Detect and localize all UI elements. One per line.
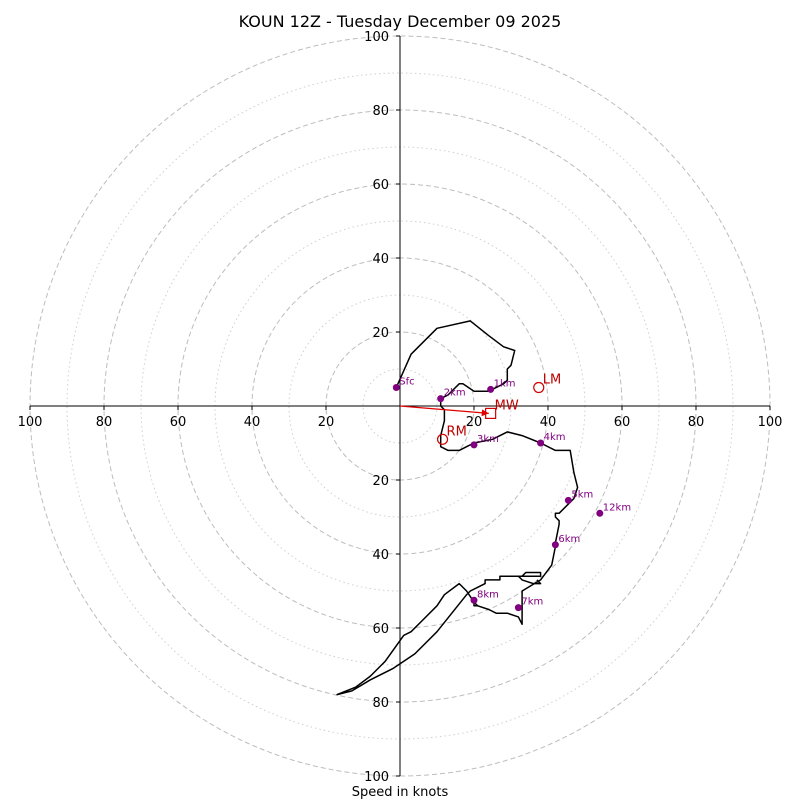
storm-motion-rm-label: RM bbox=[447, 424, 467, 439]
height-label-6km: 6km bbox=[558, 534, 580, 545]
y-tick-label: 60 bbox=[372, 178, 389, 193]
storm-motion-lm-marker bbox=[533, 381, 545, 394]
storm-motion-mw-label: MW bbox=[495, 398, 519, 413]
height-marker-7km bbox=[514, 604, 522, 612]
height-label-8km: 8km bbox=[477, 589, 499, 600]
y-tick-label: 100 bbox=[364, 30, 389, 45]
chart-title: KOUN 12Z - Tuesday December 09 2025 bbox=[239, 12, 562, 31]
x-tick-label: 60 bbox=[170, 415, 187, 430]
y-tick-label: 20 bbox=[372, 474, 389, 489]
height-marker-3km bbox=[470, 441, 478, 449]
storm-motion-lm-label: LM bbox=[543, 373, 561, 388]
height-marker-2km bbox=[437, 395, 445, 403]
height-marker-4km bbox=[537, 439, 545, 447]
x-tick-label: 100 bbox=[18, 415, 43, 430]
x-tick-label: 60 bbox=[614, 415, 631, 430]
height-label-sfc: Sfc bbox=[399, 377, 414, 388]
height-label-7km: 7km bbox=[521, 597, 543, 608]
hodograph-trace-layer bbox=[336, 320, 579, 696]
height-label-1km: 1km bbox=[494, 378, 516, 389]
x-tick-label: 20 bbox=[318, 415, 335, 430]
tick-labels: 100 100 80 80 60 60 40 40 20 20 20 20 40 40 60 60 80 80 10… bbox=[18, 30, 783, 785]
x-tick-label: 100 bbox=[758, 415, 783, 430]
y-tick-label: 100 bbox=[364, 770, 389, 785]
hodograph-trace bbox=[336, 320, 579, 696]
height-marker-5km bbox=[564, 496, 572, 504]
x-tick-label: 40 bbox=[540, 415, 557, 430]
y-tick-label: 40 bbox=[372, 548, 389, 563]
x-tick-label: 20 bbox=[466, 415, 483, 430]
y-tick-label: 60 bbox=[372, 622, 389, 637]
height-marker-layer: Sfc 1km 2km 3km 4km 5km 6km 7km 8km 12km bbox=[392, 377, 631, 612]
height-label-12km: 12km bbox=[603, 502, 631, 513]
height-label-5km: 5km bbox=[571, 489, 593, 500]
x-tick-label: 80 bbox=[96, 415, 113, 430]
y-tick-label: 80 bbox=[372, 104, 389, 119]
height-marker-sfc bbox=[392, 384, 400, 391]
height-marker-1km bbox=[487, 385, 495, 393]
y-tick-label: 40 bbox=[372, 252, 389, 267]
height-marker-6km bbox=[551, 541, 559, 549]
x-axis-label: Speed in knots bbox=[352, 785, 449, 800]
x-tick-label: 40 bbox=[244, 415, 261, 430]
storm-motion-layer: LM RM MW bbox=[399, 373, 561, 445]
height-label-4km: 4km bbox=[544, 432, 566, 443]
height-label-2km: 2km bbox=[444, 388, 466, 399]
x-tick-label: 80 bbox=[688, 415, 705, 430]
height-marker-12km bbox=[596, 509, 604, 517]
height-marker-8km bbox=[470, 596, 478, 604]
mean-shear-arrow-line bbox=[399, 405, 489, 415]
y-tick-label: 20 bbox=[372, 326, 389, 341]
y-tick-label: 80 bbox=[372, 696, 389, 711]
height-label-3km: 3km bbox=[477, 434, 499, 445]
storm-motion-mw-marker bbox=[485, 407, 497, 419]
storm-motion-rm-marker bbox=[436, 433, 449, 445]
